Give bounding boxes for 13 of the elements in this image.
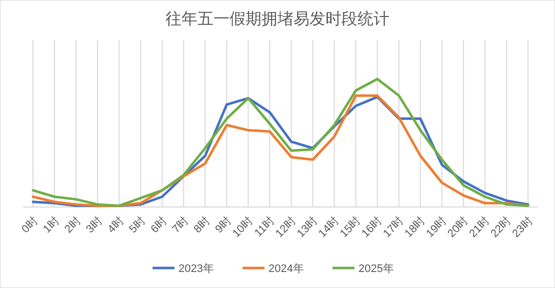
x-tick-label: 1时 [40, 214, 62, 236]
x-tick-label: 4时 [104, 214, 126, 236]
x-tick-label: 7时 [170, 214, 191, 236]
x-tick-label: 5时 [126, 214, 148, 236]
x-tick-label: 3时 [83, 214, 105, 236]
x-tick-label: 0时 [18, 214, 40, 236]
legend-label: 2024年 [268, 263, 304, 275]
chart-title: 往年五一假期拥堵易发时段统计 [166, 10, 390, 28]
x-tick-label: 8时 [191, 214, 212, 236]
legend-label: 2025年 [358, 263, 394, 275]
x-tick-label: 2时 [62, 214, 84, 236]
legend-label: 2023年 [178, 263, 214, 275]
x-tick-label: 6时 [148, 214, 170, 236]
